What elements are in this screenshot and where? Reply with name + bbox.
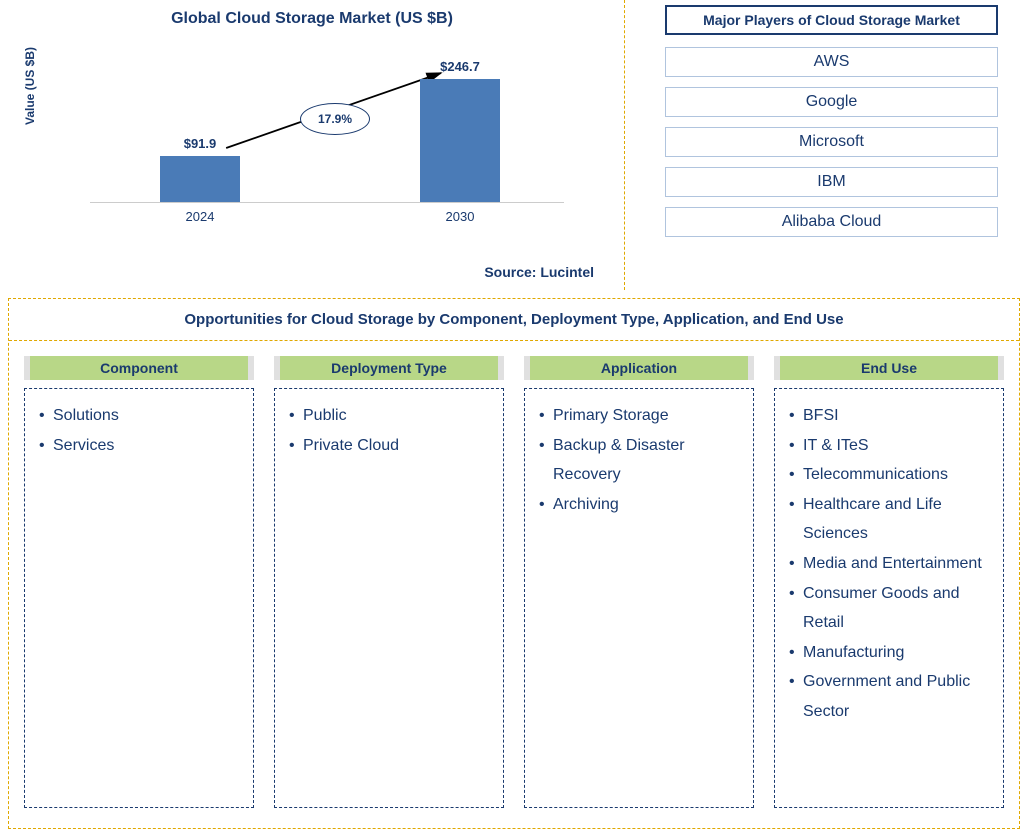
players-title: Major Players of Cloud Storage Market [665,5,998,35]
player-box: Microsoft [665,127,998,157]
category-item: Services [39,431,239,461]
bar-value-label: $91.9 [160,136,240,151]
bar-value-label: $246.7 [420,59,500,74]
categories-row: ComponentSolutionsServicesDeployment Typ… [9,341,1019,828]
chart-area: Value (US $B) 17.9% $91.92024$246.72030 [80,53,564,223]
category-header: Component [24,356,254,380]
player-box: IBM [665,167,998,197]
players-panel: Major Players of Cloud Storage Market AW… [625,0,1028,290]
category-item: Private Cloud [289,431,489,461]
category-header: Deployment Type [274,356,504,380]
category-header: Application [524,356,754,380]
category-item: Media and Entertainment [789,549,989,579]
player-box: Alibaba Cloud [665,207,998,237]
category-item: Primary Storage [539,401,739,431]
category-column: Deployment Type PublicPrivate Cloud [274,356,504,808]
bar-2024: $91.92024 [160,156,240,202]
category-item: Government and Public Sector [789,667,989,726]
category-item: Consumer Goods and Retail [789,579,989,638]
category-item: Public [289,401,489,431]
x-tick-label: 2024 [160,209,240,224]
bar-2030: $246.72030 [420,79,500,202]
chart-title: Global Cloud Storage Market (US $B) [20,10,604,28]
opportunities-title: Opportunities for Cloud Storage by Compo… [9,299,1019,341]
opportunities-section: Opportunities for Cloud Storage by Compo… [8,298,1020,829]
cagr-oval: 17.9% [300,103,370,135]
x-tick-label: 2030 [420,209,500,224]
chart-panel: Global Cloud Storage Market (US $B) Valu… [0,0,625,290]
category-item: Backup & Disaster Recovery [539,431,739,490]
category-body: PublicPrivate Cloud [274,388,504,808]
cagr-value: 17.9% [318,112,352,126]
category-column: Component SolutionsServices [24,356,254,808]
category-header: End Use [774,356,1004,380]
category-item: Telecommunications [789,460,989,490]
top-section: Global Cloud Storage Market (US $B) Valu… [0,0,1028,290]
chart-plot: 17.9% $91.92024 $246.72030 [90,73,564,203]
category-column: End Use BFSIIT & ITeSTelecommunicationsHe… [774,356,1004,808]
category-item: Archiving [539,490,739,520]
category-item: Manufacturing [789,638,989,668]
category-item: IT & ITeS [789,431,989,461]
category-column: Application Primary StorageBackup & Disas… [524,356,754,808]
y-axis-label: Value (US $B) [23,47,37,125]
category-body: SolutionsServices [24,388,254,808]
category-body: Primary StorageBackup & Disaster Recover… [524,388,754,808]
source-label: Source: Lucintel [484,264,594,280]
player-box: Google [665,87,998,117]
category-item: BFSI [789,401,989,431]
category-body: BFSIIT & ITeSTelecommunicationsHealthcar… [774,388,1004,808]
category-item: Healthcare and Life Sciences [789,490,989,549]
category-item: Solutions [39,401,239,431]
player-box: AWS [665,47,998,77]
